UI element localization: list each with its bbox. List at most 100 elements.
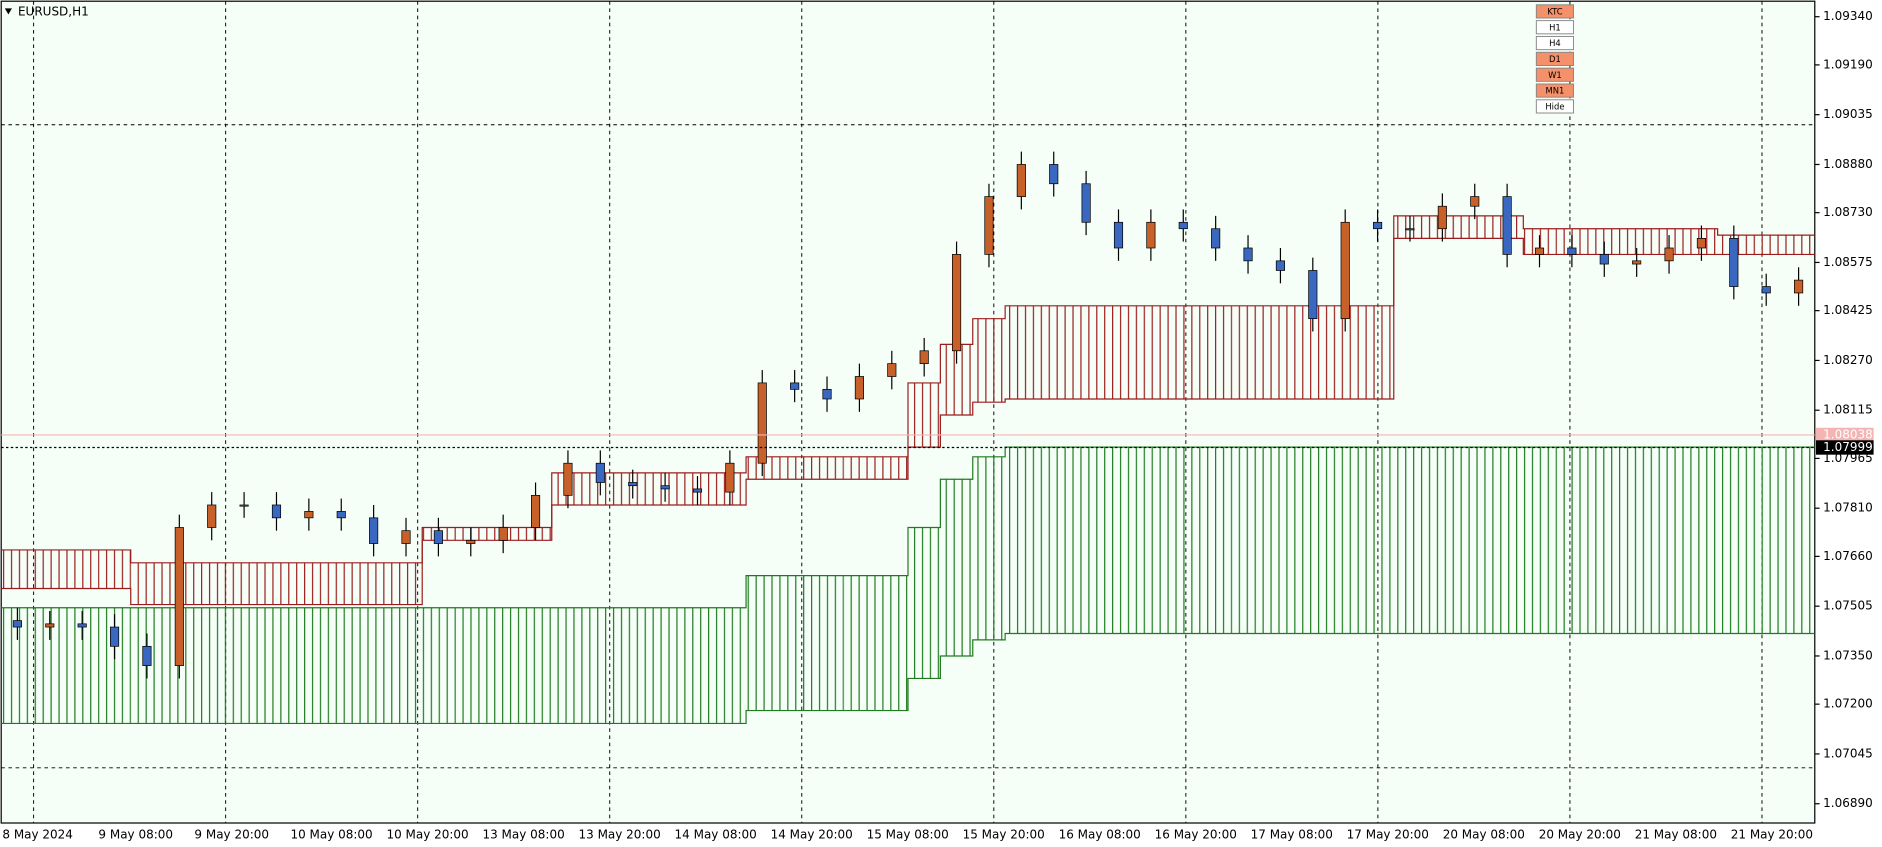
cloud-segment <box>648 607 682 724</box>
candle-body <box>757 382 767 464</box>
cloud-segment <box>1199 447 1232 634</box>
candle-body <box>77 623 87 628</box>
timeframe-button[interactable] <box>1535 20 1575 35</box>
x-tick-label: 15 May 08:00 <box>867 828 949 842</box>
cloud-segment <box>1523 447 1556 634</box>
timeframe-button-label[interactable]: W1 <box>1548 70 1562 80</box>
chart-title: EURUSD,H1 <box>18 4 89 18</box>
cloud-segment <box>1134 305 1168 399</box>
cloud-segment <box>1134 447 1168 634</box>
timeframe-button-label[interactable]: Hide <box>1545 102 1564 112</box>
cloud-segment <box>810 456 844 480</box>
x-tick-label: 10 May 08:00 <box>290 828 372 842</box>
candle-body <box>854 376 864 400</box>
x-tick-label: 14 May 20:00 <box>771 828 853 842</box>
cloud-segment <box>746 575 779 711</box>
cloud-segment <box>389 607 423 724</box>
cloud-segment <box>1005 447 1038 634</box>
cloud-segment <box>1750 447 1783 634</box>
cloud-segment <box>584 607 617 724</box>
candle-body <box>1243 247 1253 262</box>
y-tick-label: 1.07505 <box>1823 599 1873 613</box>
cloud-segment <box>1426 447 1459 634</box>
cloud-segment <box>422 607 455 724</box>
cloud-segment <box>875 456 908 480</box>
timeframe-button[interactable] <box>1535 99 1575 114</box>
x-tick-label: 16 May 08:00 <box>1059 828 1141 842</box>
timeframe-button[interactable] <box>1535 4 1575 19</box>
ask-label: 1.08038 <box>1823 427 1873 441</box>
timeframe-button-label[interactable]: H4 <box>1549 38 1561 48</box>
cloud-segment <box>98 549 131 589</box>
y-tick-label: 1.09190 <box>1823 57 1873 71</box>
timeframe-button-label[interactable]: MN1 <box>1546 86 1565 96</box>
cloud-segment <box>1231 305 1265 399</box>
candle-body <box>595 462 605 483</box>
candle-body <box>984 196 994 255</box>
x-tick-label: 13 May 08:00 <box>483 828 565 842</box>
candle-body <box>207 504 217 528</box>
x-tick-label: 20 May 20:00 <box>1539 828 1621 842</box>
cloud-edge <box>1 632 1815 725</box>
candle-body <box>1049 164 1059 185</box>
candle-body <box>1405 228 1415 231</box>
candle-body <box>1016 164 1026 197</box>
cloud-segment <box>1620 447 1653 634</box>
candle-body <box>109 626 120 647</box>
candle-body <box>1729 237 1739 287</box>
cloud-segment <box>260 562 293 605</box>
cloud-segment <box>227 607 261 724</box>
y-tick-label: 1.07810 <box>1823 501 1873 515</box>
cloud-segment <box>195 607 228 724</box>
cloud-segment <box>551 607 585 724</box>
candle-body <box>1275 260 1285 271</box>
timeframe-button[interactable] <box>1535 67 1575 82</box>
y-tick-label: 1.09340 <box>1823 9 1873 23</box>
cloud-segment <box>778 575 811 711</box>
cloud-segment <box>843 575 876 711</box>
cloud-segment <box>1264 447 1297 634</box>
timeframe-button[interactable] <box>1535 83 1575 98</box>
y-tick-label: 1.08880 <box>1823 157 1873 171</box>
cloud-segment <box>1167 447 1200 634</box>
cloud-segment <box>325 607 358 724</box>
cloud-segment <box>195 562 228 605</box>
y-tick-label: 1.06890 <box>1823 796 1873 810</box>
timeframe-button[interactable] <box>1535 35 1575 51</box>
candle-body <box>1178 221 1188 230</box>
candle-body <box>1794 279 1804 294</box>
y-tick-label: 1.09035 <box>1823 107 1873 121</box>
y-tick-label: 1.07965 <box>1823 451 1873 465</box>
candle-body <box>1113 221 1124 249</box>
cloud-segment <box>713 607 747 724</box>
cloud-segment <box>1231 447 1265 634</box>
cloud-segment <box>875 575 908 711</box>
cloud-segment <box>1329 447 1362 634</box>
timeframe-button[interactable] <box>1535 51 1575 66</box>
candle-body <box>1761 286 1771 294</box>
candle-body <box>1534 247 1545 255</box>
cloud-segment <box>1264 305 1297 399</box>
cloud-segment <box>260 607 293 724</box>
bid-label-bg <box>1815 440 1874 455</box>
x-tick-label: 17 May 20:00 <box>1347 828 1429 842</box>
timeframe-button-label[interactable]: KTC <box>1547 6 1562 16</box>
timeframe-button-label[interactable]: D1 <box>1549 54 1561 64</box>
cloud-segment <box>1296 447 1330 634</box>
cloud-segment <box>1361 447 1394 634</box>
timeframe-buttons: KTC H1 H4 D1 W1 MN1 Hide <box>1535 4 1575 114</box>
candle-body <box>1308 270 1318 320</box>
x-tick-label: 21 May 20:00 <box>1731 828 1813 842</box>
cloud-segment <box>940 479 973 656</box>
x-tick-label: 17 May 08:00 <box>1251 828 1333 842</box>
timeframe-button-label[interactable]: H1 <box>1549 22 1561 32</box>
cloud-segment <box>65 549 99 589</box>
candle-body <box>433 530 443 544</box>
cloud-segment <box>1102 447 1135 634</box>
cloud-segment <box>972 456 1006 640</box>
cloud-segment <box>1782 447 1815 634</box>
candle-body <box>1632 260 1642 265</box>
cloud-segment <box>1 549 34 589</box>
candle-body <box>1696 237 1706 249</box>
